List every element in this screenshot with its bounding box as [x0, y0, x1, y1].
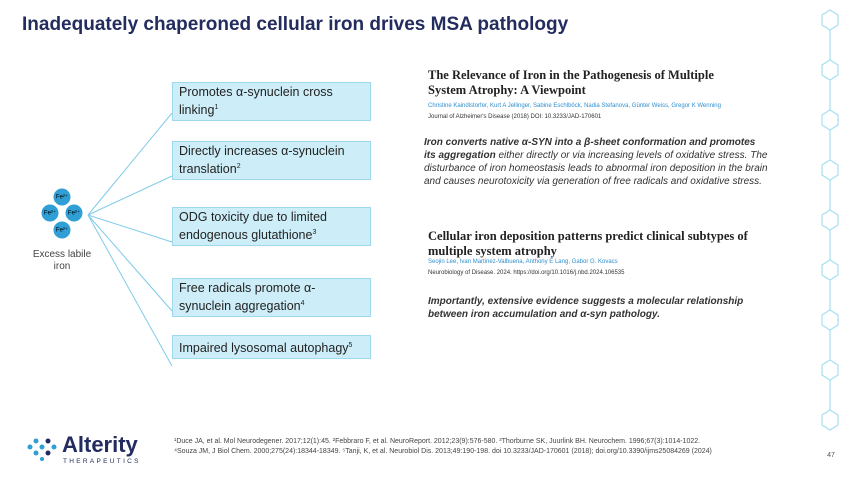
paper-summary: Importantly, extensive evidence suggests… — [428, 295, 768, 321]
logo-mark — [27, 438, 57, 461]
effect-ref: 2 — [236, 163, 241, 170]
paper-journal: Journal of Alzheimer's Disease (2018) DO… — [428, 114, 602, 120]
ion-label: Fe²⁺ — [44, 210, 56, 217]
logo-dot — [45, 438, 51, 444]
paper-title: Cellular iron deposition patterns predic… — [428, 229, 748, 258]
ion-label: Fe²⁺ — [56, 227, 68, 234]
summary-bold: Importantly, extensive evidence suggests… — [428, 296, 744, 320]
connector — [87, 214, 173, 367]
iron-cluster — [40, 187, 84, 240]
effect-box: ODG toxicity due to limited endogenous g… — [172, 207, 371, 247]
connectors — [87, 112, 173, 367]
ion-label: Fe²⁺ — [56, 194, 68, 201]
effect-ref: 4 — [300, 300, 305, 307]
effect-box: Free radicals promote α-synuclein aggreg… — [172, 278, 371, 318]
edge-pattern — [821, 9, 839, 431]
effect-text: Promotes α-synuclein cross linking — [179, 85, 333, 118]
effect-box: Promotes α-synuclein cross linking1 — [172, 82, 371, 122]
connector — [87, 214, 173, 312]
summary-bold: Iron converts native α-SYN into a β-shee… — [424, 137, 756, 161]
effect-ref: 1 — [214, 104, 219, 111]
effect-box: Impaired lysosomal autophagy5 — [172, 335, 371, 360]
logo-dot — [45, 450, 51, 456]
logo-dot — [27, 444, 33, 450]
logo-subtext: THERAPEUTICS — [63, 458, 141, 465]
paper-summary: Iron converts native α-SYN into a β-shee… — [424, 136, 769, 188]
connector — [87, 112, 173, 216]
logo-dot — [39, 444, 45, 450]
effect-ref: 3 — [312, 229, 317, 236]
ion-label: Fe²⁺ — [68, 210, 80, 217]
effect-text: Directly increases α-synuclein translati… — [179, 144, 345, 177]
ion — [52, 187, 72, 207]
effect-text: Impaired lysosomal autophagy — [179, 341, 349, 356]
paper-title: The Relevance of Iron in the Pathogenesi… — [428, 68, 714, 97]
logo-dot — [51, 444, 57, 450]
ion — [40, 203, 60, 223]
page-number: 47 — [827, 452, 835, 459]
connector — [87, 175, 173, 216]
logo-dot — [33, 450, 39, 456]
logo-text: Alterity — [62, 432, 138, 457]
slide-title: Inadequately chaperoned cellular iron dr… — [22, 14, 569, 35]
ion — [64, 203, 84, 223]
paper-journal: Neurobiology of Disease. 2024. https://d… — [428, 270, 625, 276]
ion — [52, 220, 72, 240]
effect-ref: 5 — [348, 342, 353, 349]
summary-text: either directly or via increasing levels… — [424, 150, 768, 187]
paper-authors: Christine Kaindlstorfer, Kurt A Jellinge… — [428, 103, 721, 109]
logo-dot — [33, 438, 39, 444]
effect-text: Free radicals promote α-synuclein aggreg… — [179, 281, 316, 314]
hex-chain — [821, 9, 839, 431]
effect-text: ODG toxicity due to limited endogenous g… — [179, 210, 327, 243]
source-label: Excess labile iron — [32, 249, 92, 272]
logo-dot — [40, 457, 44, 461]
effect-box: Directly increases α-synuclein translati… — [172, 141, 371, 181]
references: ¹Duce JA, et al. Mol Neurodegener. 2017;… — [174, 438, 712, 455]
connector — [87, 214, 173, 243]
paper-authors: Seojin Lee, Ivan Martinez-Valbuena, Anth… — [428, 259, 618, 265]
